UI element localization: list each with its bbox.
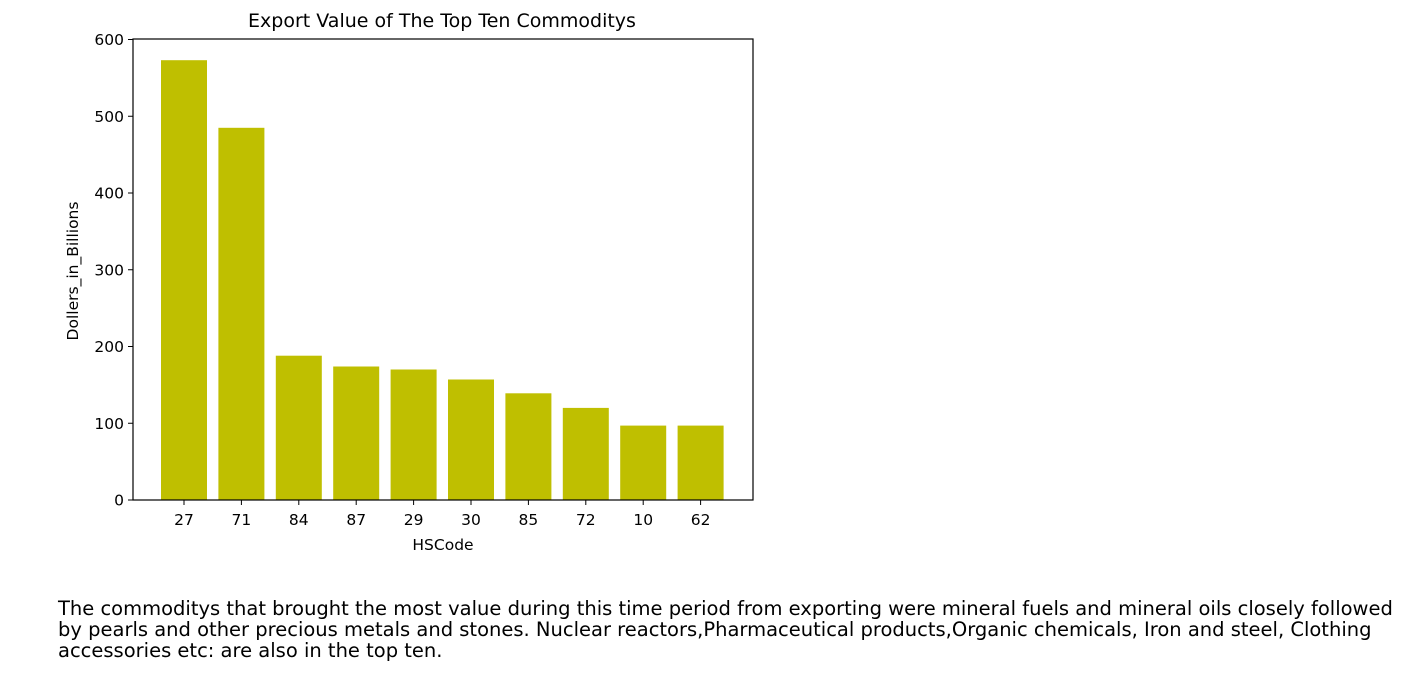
y-tick-label: 300 (94, 261, 124, 279)
x-tick-label: 71 (232, 511, 252, 529)
y-tick-label: 400 (94, 185, 124, 203)
bar-85 (505, 393, 552, 500)
bars-layer (161, 60, 724, 501)
bar-62 (677, 425, 724, 500)
chart-title: Export Value of The Top Ten Commoditys (248, 10, 636, 32)
bar-29 (390, 369, 437, 500)
x-tick-label: 29 (404, 511, 424, 529)
x-tick-label: 10 (633, 511, 653, 529)
bar-chart: Export Value of The Top Ten Commoditys 0… (0, 0, 800, 570)
x-tick-label: 87 (346, 511, 366, 529)
x-tick-label: 72 (576, 511, 596, 529)
bar-87 (333, 366, 380, 500)
y-tick-label: 0 (114, 492, 124, 510)
bar-84 (275, 355, 322, 500)
x-tick-label: 30 (461, 511, 481, 529)
y-tick-label: 600 (94, 31, 124, 49)
bar-72 (562, 407, 609, 500)
x-tick-label: 84 (289, 511, 309, 529)
x-tick-label: 62 (691, 511, 711, 529)
x-axis: 27 71 84 87 29 30 85 72 10 62 (174, 500, 710, 529)
bar-30 (448, 379, 494, 500)
chart-caption: The commoditys that brought the most val… (58, 597, 1393, 662)
bar-71 (218, 127, 265, 501)
bar-27 (161, 60, 207, 500)
y-tick-label: 500 (94, 108, 124, 126)
x-axis-label: HSCode (412, 536, 473, 554)
y-axis: 0 100 200 300 400 500 600 (94, 31, 133, 510)
y-axis-label: Dollers_in_Billions (64, 202, 83, 341)
bar-10 (620, 425, 667, 500)
y-tick-label: 200 (94, 338, 124, 356)
x-tick-label: 27 (174, 511, 194, 529)
y-tick-label: 100 (94, 415, 124, 433)
chart-canvas: Export Value of The Top Ten Commoditys 0… (64, 10, 754, 554)
x-tick-label: 85 (519, 511, 539, 529)
